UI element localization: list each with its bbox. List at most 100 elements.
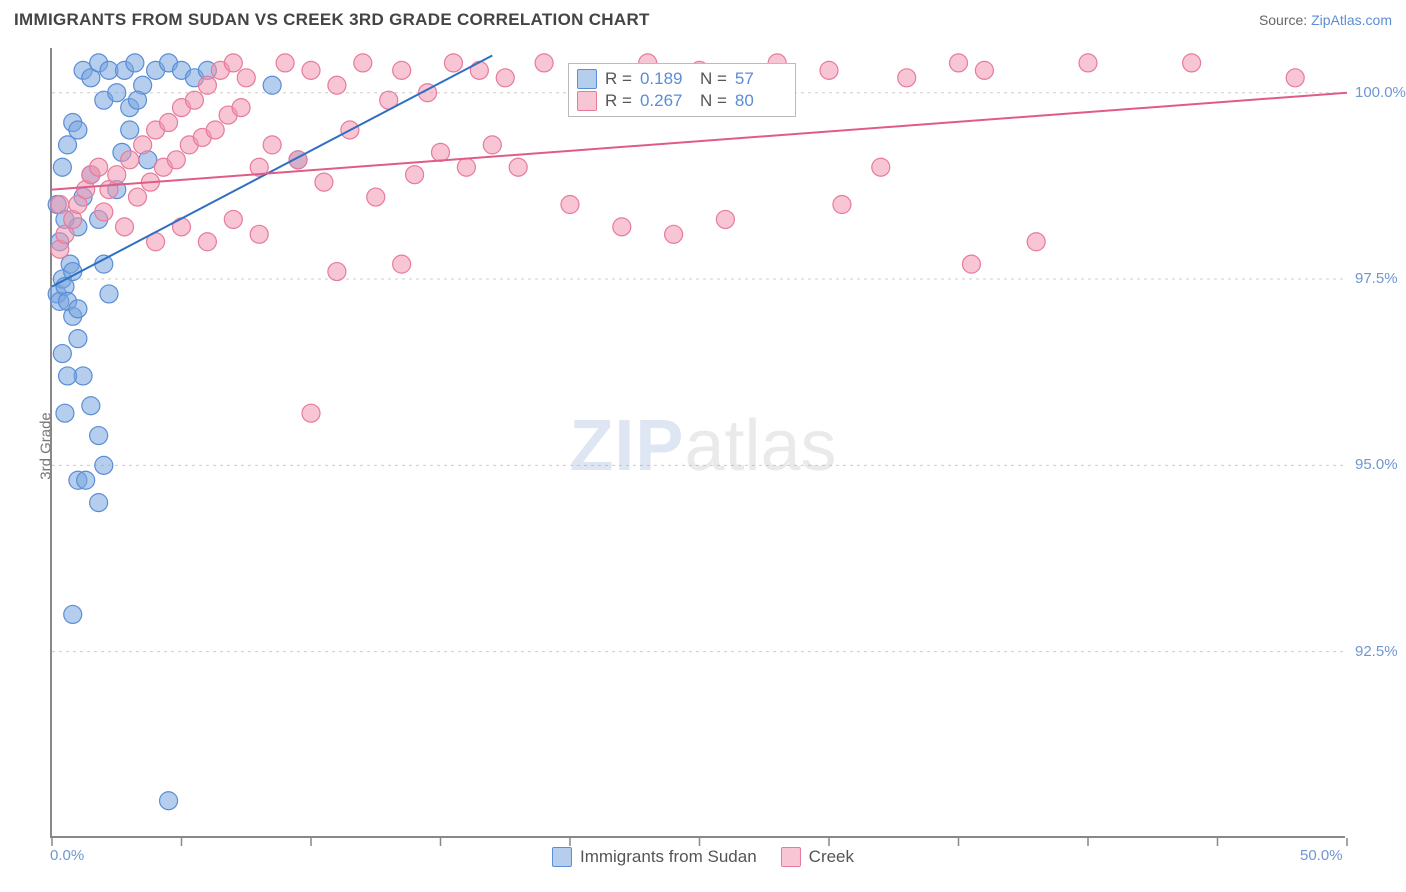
- scatter-point-creek: [457, 158, 475, 176]
- scatter-point-creek: [116, 218, 134, 236]
- scatter-point-creek: [328, 76, 346, 94]
- scatter-point-sudan: [95, 255, 113, 273]
- scatter-point-creek: [975, 61, 993, 79]
- scatter-point-sudan: [69, 300, 87, 318]
- scatter-point-sudan: [53, 345, 71, 363]
- scatter-point-creek: [432, 143, 450, 161]
- scatter-point-sudan: [53, 158, 71, 176]
- scatter-point-sudan: [90, 427, 108, 445]
- n-label: N =: [700, 69, 727, 89]
- scatter-point-creek: [613, 218, 631, 236]
- scatter-point-sudan: [77, 471, 95, 489]
- scatter-point-creek: [224, 54, 242, 72]
- scatter-point-creek: [173, 218, 191, 236]
- scatter-point-creek: [1183, 54, 1201, 72]
- scatter-point-sudan: [126, 54, 144, 72]
- scatter-point-creek: [134, 136, 152, 154]
- scatter-point-creek: [898, 69, 916, 87]
- scatter-point-creek: [367, 188, 385, 206]
- source-prefix: Source:: [1259, 12, 1311, 28]
- scatter-point-creek: [315, 173, 333, 191]
- scatter-point-creek: [302, 404, 320, 422]
- scatter-point-creek: [108, 166, 126, 184]
- scatter-point-creek: [167, 151, 185, 169]
- scatter-point-sudan: [263, 76, 281, 94]
- scatter-point-creek: [833, 196, 851, 214]
- scatter-point-sudan: [160, 792, 178, 810]
- legend-swatch-sudan-icon: [577, 69, 597, 89]
- source-credit: Source: ZipAtlas.com: [1259, 12, 1392, 28]
- scatter-point-creek: [444, 54, 462, 72]
- scatter-point-creek: [1286, 69, 1304, 87]
- scatter-point-creek: [232, 99, 250, 117]
- scatter-point-creek: [872, 158, 890, 176]
- scatter-point-creek: [665, 225, 683, 243]
- scatter-point-sudan: [90, 494, 108, 512]
- scatter-point-creek: [354, 54, 372, 72]
- scatter-point-sudan: [108, 84, 126, 102]
- legend-swatch-sudan-icon: [552, 847, 572, 867]
- y-tick-label: 95.0%: [1355, 456, 1398, 473]
- legend-item-creek: Creek: [781, 847, 854, 867]
- scatter-point-sudan: [100, 285, 118, 303]
- scatter-point-creek: [302, 61, 320, 79]
- y-tick-label: 92.5%: [1355, 643, 1398, 660]
- scatter-point-creek: [206, 121, 224, 139]
- scatter-point-creek: [185, 91, 203, 109]
- info-row-sudan: R = 0.189 N = 57: [575, 68, 789, 90]
- scatter-point-sudan: [56, 404, 74, 422]
- legend-label: Immigrants from Sudan: [580, 847, 757, 867]
- scatter-point-creek: [716, 210, 734, 228]
- n-label: N =: [700, 91, 727, 111]
- scatter-point-creek: [328, 263, 346, 281]
- n-value: 57: [735, 69, 787, 89]
- scatter-point-creek: [1079, 54, 1097, 72]
- r-label: R =: [605, 91, 632, 111]
- scatter-point-creek: [198, 76, 216, 94]
- scatter-point-sudan: [95, 456, 113, 474]
- x-tick-label: 50.0%: [1300, 847, 1343, 864]
- scatter-point-creek: [962, 255, 980, 273]
- info-row-creek: R =0.267N =80: [575, 90, 789, 112]
- scatter-point-creek: [95, 203, 113, 221]
- scatter-point-creek: [535, 54, 553, 72]
- scatter-point-creek: [483, 136, 501, 154]
- source-link[interactable]: ZipAtlas.com: [1311, 12, 1392, 28]
- scatter-point-sudan: [59, 367, 77, 385]
- scatter-point-sudan: [121, 121, 139, 139]
- scatter-point-sudan: [128, 91, 146, 109]
- y-tick-label: 97.5%: [1355, 270, 1398, 287]
- scatter-point-creek: [561, 196, 579, 214]
- r-label: R =: [605, 69, 632, 89]
- scatter-point-sudan: [82, 397, 100, 415]
- legend-swatch-creek-icon: [577, 91, 597, 111]
- scatter-point-creek: [90, 158, 108, 176]
- scatter-point-creek: [393, 255, 411, 273]
- scatter-point-creek: [51, 196, 69, 214]
- scatter-point-creek: [496, 69, 514, 87]
- n-value: 80: [735, 91, 787, 111]
- legend-item-sudan: Immigrants from Sudan: [552, 847, 757, 867]
- scatter-point-creek: [950, 54, 968, 72]
- scatter-point-sudan: [64, 605, 82, 623]
- scatter-point-creek: [160, 114, 178, 132]
- scatter-point-creek: [224, 210, 242, 228]
- scatter-point-creek: [820, 61, 838, 79]
- bottom-legend: Immigrants from Sudan Creek: [552, 847, 854, 867]
- scatter-point-creek: [198, 233, 216, 251]
- scatter-point-creek: [1027, 233, 1045, 251]
- scatter-point-creek: [237, 69, 255, 87]
- scatter-point-creek: [250, 225, 268, 243]
- scatter-point-creek: [470, 61, 488, 79]
- r-value: 0.189: [640, 69, 692, 89]
- scatter-point-creek: [276, 54, 294, 72]
- correlation-info-box: R =0.189N =57R =0.267N =80: [568, 63, 796, 117]
- scatter-point-creek: [128, 188, 146, 206]
- legend-swatch-creek-icon: [781, 847, 801, 867]
- scatter-point-creek: [393, 61, 411, 79]
- x-tick-label: 0.0%: [50, 847, 84, 864]
- scatter-point-sudan: [69, 330, 87, 348]
- scatter-point-creek: [121, 151, 139, 169]
- legend-label: Creek: [809, 847, 854, 867]
- scatter-point-creek: [509, 158, 527, 176]
